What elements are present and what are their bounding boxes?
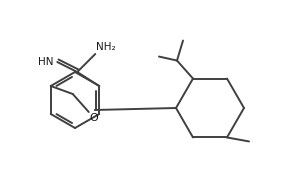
- Text: NH₂: NH₂: [96, 42, 116, 52]
- Text: O: O: [90, 113, 99, 123]
- Text: HN: HN: [38, 57, 53, 67]
